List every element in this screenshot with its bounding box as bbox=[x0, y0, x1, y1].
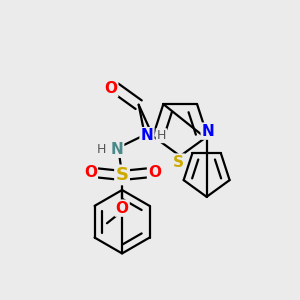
Text: N: N bbox=[110, 142, 123, 157]
Text: S: S bbox=[173, 154, 184, 169]
Text: O: O bbox=[148, 165, 161, 180]
Text: N: N bbox=[141, 128, 153, 143]
Text: H: H bbox=[97, 143, 106, 156]
Text: O: O bbox=[104, 81, 117, 96]
Text: S: S bbox=[116, 166, 129, 184]
Text: N: N bbox=[202, 124, 214, 139]
Text: O: O bbox=[84, 165, 97, 180]
Text: H: H bbox=[157, 129, 166, 142]
Text: O: O bbox=[116, 201, 129, 216]
